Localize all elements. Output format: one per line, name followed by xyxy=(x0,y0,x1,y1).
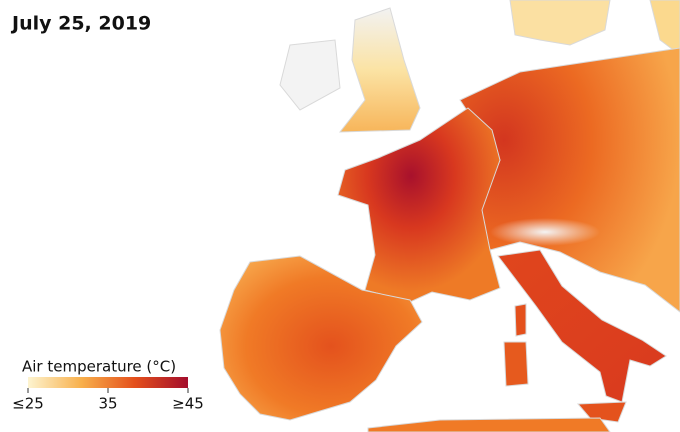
legend-tick-label: ≥45 xyxy=(172,395,204,413)
map-title: July 25, 2019 xyxy=(10,13,151,35)
iberia xyxy=(219,255,423,421)
scandinavia xyxy=(509,0,611,46)
legend-tick-label: ≤25 xyxy=(12,395,44,413)
great-britain xyxy=(338,7,421,133)
sardinia xyxy=(503,341,529,387)
colorbar xyxy=(28,377,188,388)
ireland xyxy=(279,39,341,111)
alps xyxy=(490,218,600,246)
france xyxy=(337,107,501,303)
italy xyxy=(497,249,667,403)
landmass xyxy=(219,0,680,432)
legend-title: Air temperature (°C) xyxy=(22,358,176,376)
legend-tick-label: 35 xyxy=(98,395,117,413)
scandinavia-east xyxy=(649,0,680,56)
north-africa xyxy=(367,417,611,432)
corsica xyxy=(514,303,527,337)
sicily xyxy=(576,401,627,423)
